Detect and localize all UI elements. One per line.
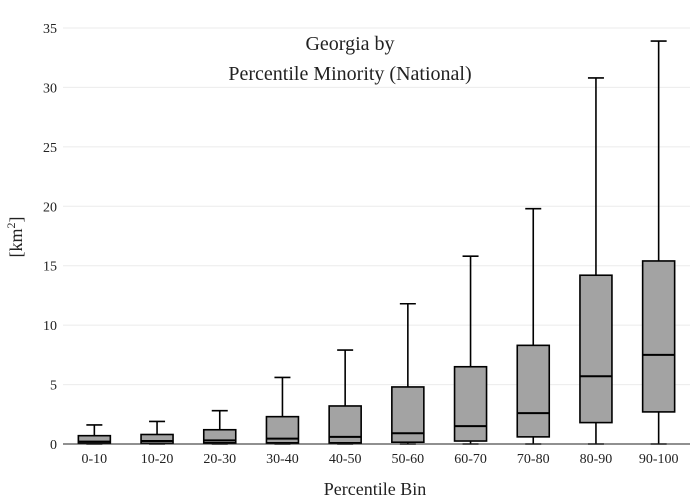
x-tick-label: 80-90: [580, 452, 613, 467]
box-group: [516, 207, 551, 445]
chart-title-line-1: Georgia by: [305, 33, 394, 55]
chart-title-line-2: Percentile Minority (National): [228, 63, 471, 85]
box-group: [202, 409, 237, 445]
box-group: [140, 420, 174, 445]
x-tick-label: 90-100: [639, 452, 679, 467]
x-tick-label: 50-60: [392, 452, 425, 467]
y-tick-label: 0: [50, 438, 57, 453]
x-tick-label: 40-50: [329, 452, 362, 467]
x-tick-label: 20-30: [203, 452, 236, 467]
x-tick-label: 60-70: [454, 452, 487, 467]
x-tick-label: 30-40: [266, 452, 299, 467]
iqr-box: [516, 344, 551, 438]
y-tick-label: 15: [43, 260, 57, 275]
boxes: [77, 40, 676, 445]
iqr-box: [579, 274, 613, 424]
box-group: [328, 349, 362, 445]
y-tick-label: 20: [43, 200, 57, 215]
y-axis-title-base: [km: [6, 229, 26, 258]
y-axis-title-close: ]: [6, 217, 26, 223]
box-group: [641, 40, 676, 445]
x-tick-label: 0-10: [82, 452, 108, 467]
x-axis-title: Percentile Bin: [324, 479, 426, 499]
box-group: [391, 302, 425, 445]
box-group: [453, 255, 488, 445]
box-group: [579, 77, 613, 445]
box-group: [77, 424, 112, 445]
x-tick-label: 10-20: [141, 452, 174, 467]
iqr-box: [641, 260, 676, 413]
grid: [63, 27, 690, 386]
y-axis-title-superscript: 2: [4, 223, 18, 229]
iqr-box: [453, 365, 488, 442]
iqr-box: [77, 434, 112, 445]
iqr-box: [140, 433, 174, 445]
x-tick-label: 70-80: [517, 452, 550, 467]
y-tick-label: 30: [43, 81, 57, 96]
x-tick-labels: 0-10 10-20 20-30 30-40 40-50 50-60 60-70 70-80 8…: [82, 452, 679, 467]
y-tick-labels: 0 5 10 15 20 25 30 35: [43, 22, 57, 453]
y-tick-label: 25: [43, 141, 57, 156]
y-tick-label: 35: [43, 22, 57, 37]
y-axis-title: [km2]: [4, 217, 26, 258]
y-tick-label: 10: [43, 319, 57, 334]
box-group: [265, 376, 300, 445]
y-tick-label: 5: [50, 379, 57, 394]
